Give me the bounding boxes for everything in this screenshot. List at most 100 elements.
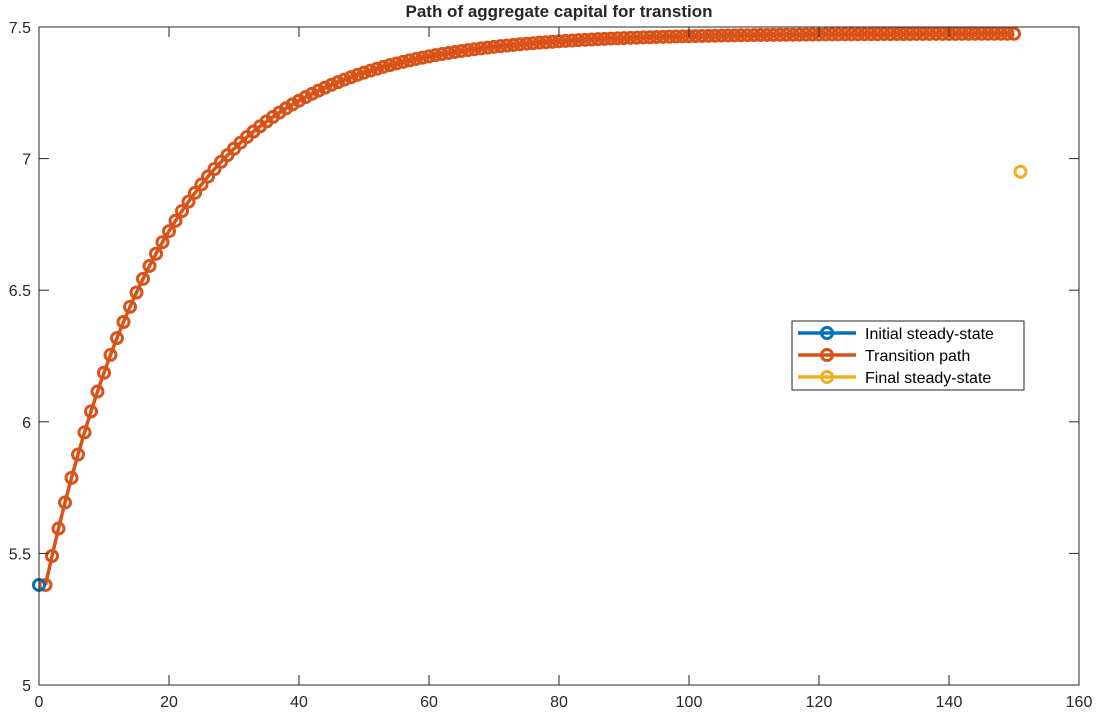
legend-entry-final-steady-state: Final steady-state [798,370,991,387]
data-point-transition-path [448,44,462,59]
data-point-transition-path [175,203,189,218]
data-point-transition-path [662,29,677,44]
data-point-transition-path [831,27,846,42]
data-point-transition-path [51,521,66,536]
data-point-transition-path [760,27,774,42]
data-point-transition-path [149,246,163,261]
data-point-transition-path [961,26,976,41]
data-point-transition-path [103,347,118,362]
data-point-transition-path [389,56,404,71]
data-point-transition-path [857,27,872,42]
data-point-transition-path [422,49,436,64]
data-point-transition-path [656,29,670,44]
data-point-transition-path [363,63,378,78]
data-point-transition-path [409,51,423,66]
data-point-transition-path [935,26,950,41]
data-point-transition-path [558,33,573,48]
data-point-transition-path [734,28,748,43]
legend: Initial steady-state Transition path Fin… [791,320,1025,391]
data-point-transition-path [142,258,157,273]
data-point-transition-path [773,27,787,42]
data-point-transition-path [344,70,358,85]
data-point-transition-path [727,28,742,43]
data-point-transition-path [441,45,456,60]
data-point-transition-path [337,72,352,87]
legend-label-transition: Transition path [865,348,970,365]
data-point-transition-path [480,40,495,55]
data-point-transition-path [753,28,768,43]
data-point-transition-path [526,36,540,51]
data-point-transition-path [110,331,124,346]
data-point-transition-path [383,58,397,73]
data-point-transition-path [597,31,612,46]
data-point-transition-path [38,577,53,592]
x-tick-label: 60 [420,694,438,711]
data-point-transition-path [474,41,488,56]
data-point-transition-path [136,271,150,286]
data-point-transition-path [188,185,202,200]
data-point-transition-path [805,27,820,42]
data-point-transition-path [792,27,807,42]
data-point-transition-path [740,28,755,43]
data-point-final-steady-state [1013,164,1028,179]
data-point-transition-path [909,26,924,41]
data-point-transition-path [838,27,852,42]
data-point-transition-path [487,39,501,54]
data-point-transition-path [129,285,144,300]
y-tick-label: 5.5 [9,546,31,563]
data-point-transition-path [350,67,365,82]
data-point-transition-path [948,26,963,41]
data-point-transition-path [513,37,527,52]
data-point-transition-path [766,27,781,42]
data-point-transition-path [994,26,1008,41]
data-point-transition-path [883,27,898,42]
data-point-transition-path [636,30,651,45]
x-tick-label: 40 [290,694,308,711]
data-point-transition-path [331,75,345,90]
data-point-transition-path [539,35,553,50]
data-point-transition-path [376,59,391,74]
data-point-transition-path [64,470,79,485]
data-point-transition-path [123,299,137,314]
data-point-transition-path [578,32,592,47]
data-point-transition-path [181,194,196,209]
x-tick-label: 80 [550,694,568,711]
legend-marker-transition [820,348,834,362]
data-point-transition-path [324,77,339,92]
data-point-transition-path [506,37,521,52]
data-point-transition-path [799,27,813,42]
data-point-transition-path [643,30,657,45]
data-point-transition-path [903,27,917,41]
y-tick-label: 7.5 [9,20,31,37]
data-point-transition-path [688,29,703,44]
data-point-transition-path [415,50,430,65]
data-point-transition-path [922,26,937,41]
x-tick-label: 120 [806,694,833,711]
data-point-transition-path [844,27,859,42]
data-point-transition-path [58,495,72,510]
data-point-transition-path [916,26,930,41]
data-point-transition-path [519,36,534,51]
data-point-transition-path [955,26,969,41]
data-point-transition-path [968,26,982,41]
data-point-transition-path [890,27,904,42]
data-point-transition-path [786,27,800,42]
data-point-transition-path [402,53,417,68]
data-point-transition-path [695,28,709,43]
data-point-transition-path [779,27,794,42]
data-point-transition-path [981,26,995,41]
data-point-transition-path [818,27,833,42]
data-point-transition-path [500,38,514,53]
data-point-transition-path [825,27,839,42]
legend-entry-transition-path: Transition path [798,348,970,365]
legend-marker-initial [820,326,834,340]
data-point-transition-path [168,213,183,228]
data-point-transition-path [571,33,586,48]
data-point-transition-path [870,27,885,42]
data-point-transition-path [896,27,911,42]
series-transition-path [38,26,1021,592]
data-point-transition-path [454,43,469,58]
data-point-transition-path [77,425,92,440]
data-point-transition-path [714,28,729,43]
